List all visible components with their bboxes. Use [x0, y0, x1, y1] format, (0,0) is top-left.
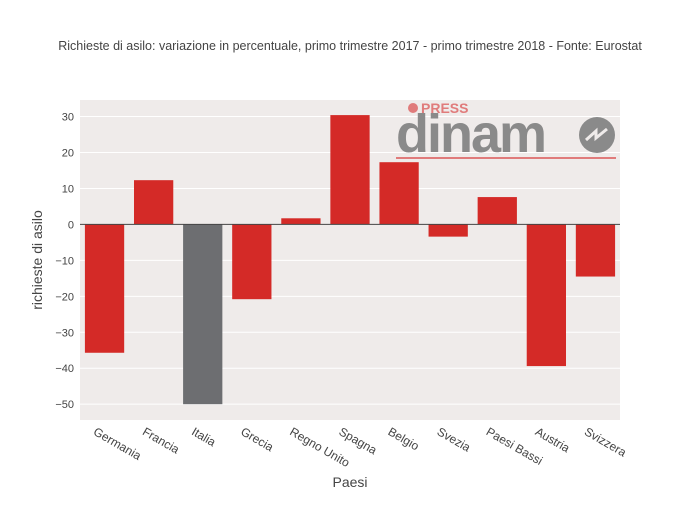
x-tick-label: Belgio	[386, 424, 422, 453]
bar	[84, 224, 125, 353]
y-tick-label: −30	[55, 327, 74, 339]
svg-text:PRESS: PRESS	[421, 100, 468, 116]
x-tick-label: Grecia	[238, 424, 276, 454]
bar	[575, 224, 616, 277]
x-tick-label: Francia	[140, 424, 182, 456]
y-tick-label: 20	[62, 147, 74, 159]
y-tick-label: 30	[62, 112, 74, 124]
y-axis-title: richieste di asilo	[29, 210, 45, 310]
y-tick-label: −20	[55, 291, 74, 303]
bar	[281, 218, 321, 225]
svg-text:dinam: dinam	[396, 104, 545, 164]
bar	[526, 224, 566, 367]
x-tick-label: Svizzera	[582, 424, 629, 459]
y-tick-label: −10	[55, 255, 74, 267]
y-tick-label: −40	[55, 363, 74, 375]
bar	[330, 115, 370, 225]
x-tick-label: Germania	[91, 424, 144, 463]
bar	[183, 224, 223, 405]
x-axis-title: Paesi	[332, 474, 367, 490]
y-tick-label: 0	[68, 219, 74, 231]
bar	[477, 197, 517, 225]
y-tick-label: −50	[55, 399, 74, 411]
bar	[428, 224, 468, 237]
dinamo-press-logo: PRESS dinam	[396, 100, 616, 164]
x-tick-label: Italia	[189, 424, 218, 449]
x-tick-label: Austria	[533, 424, 573, 455]
y-tick-label: 10	[62, 183, 74, 195]
x-tick-label: Svezia	[435, 424, 473, 454]
bar	[379, 162, 419, 225]
bar	[232, 224, 272, 300]
chart-title: Richieste di asilo: variazione in percen…	[58, 39, 642, 53]
bar	[134, 180, 174, 225]
